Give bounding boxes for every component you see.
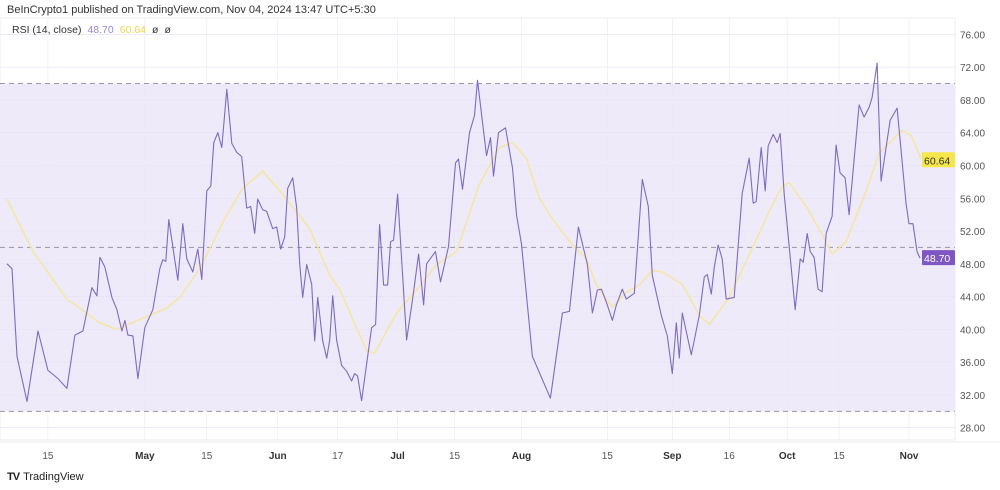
x-tick-label: 15: [834, 451, 846, 462]
y-tick-label: 60.00: [960, 161, 985, 172]
x-tick-label: Jun: [269, 451, 287, 462]
rsi-ma-line: [6, 129, 922, 354]
y-tick-label: 64.00: [960, 129, 985, 140]
x-tick-label: Sep: [663, 451, 681, 462]
x-tick-label: May: [135, 451, 155, 462]
y-tick-label: 68.00: [960, 96, 985, 107]
x-tick-label: 15: [201, 451, 213, 462]
x-tick-label: 15: [449, 451, 461, 462]
x-tick-label: 17: [332, 451, 344, 462]
x-tick-label: Jul: [390, 451, 405, 462]
x-tick-label: 15: [42, 451, 54, 462]
tradingview-logo-icon: TV: [7, 471, 20, 483]
ma-value: 60.64: [119, 24, 147, 36]
publish-header: BeInCrypto1 published on TradingView.com…: [7, 4, 376, 16]
y-tick-label: 72.00: [960, 63, 985, 74]
y-tick-label: 76.00: [960, 30, 985, 41]
rsi-last-value-label: 48.70: [924, 253, 950, 265]
y-tick-label: 44.00: [960, 293, 985, 304]
rsi-last-value-label-bg: [922, 250, 955, 266]
y-tick-label: 52.00: [960, 227, 985, 238]
y-tick-label: 36.00: [960, 358, 985, 369]
y-tick-label: 28.00: [960, 424, 985, 435]
y-tick-label: 56.00: [960, 194, 985, 205]
ma-last-value-label-bg: [922, 152, 955, 168]
y-tick-label: 40.00: [960, 325, 985, 336]
x-tick-label: Nov: [900, 451, 919, 462]
hidden-value-icon: ø: [164, 24, 171, 36]
y-tick-label: 48.00: [960, 260, 985, 271]
tradingview-logo[interactable]: TV TradingView: [7, 471, 84, 483]
y-tick-label: 32.00: [960, 391, 985, 402]
x-tick-label: Oct: [779, 451, 796, 462]
rsi-value: 48.70: [87, 24, 114, 36]
rsi-line: [6, 62, 921, 403]
indicator-name[interactable]: RSI (14, close): [12, 24, 82, 36]
x-tick-label: 16: [724, 451, 736, 462]
x-tick-label: Aug: [512, 451, 531, 462]
ma-last-value-label: 60.64: [924, 155, 950, 167]
x-tick-label: 15: [602, 451, 614, 462]
indicator-legend[interactable]: RSI (14, close) 48.70 60.64 ø ø: [12, 24, 171, 36]
hidden-value-icon: ø: [152, 24, 159, 36]
brand-name: TradingView: [23, 471, 84, 483]
